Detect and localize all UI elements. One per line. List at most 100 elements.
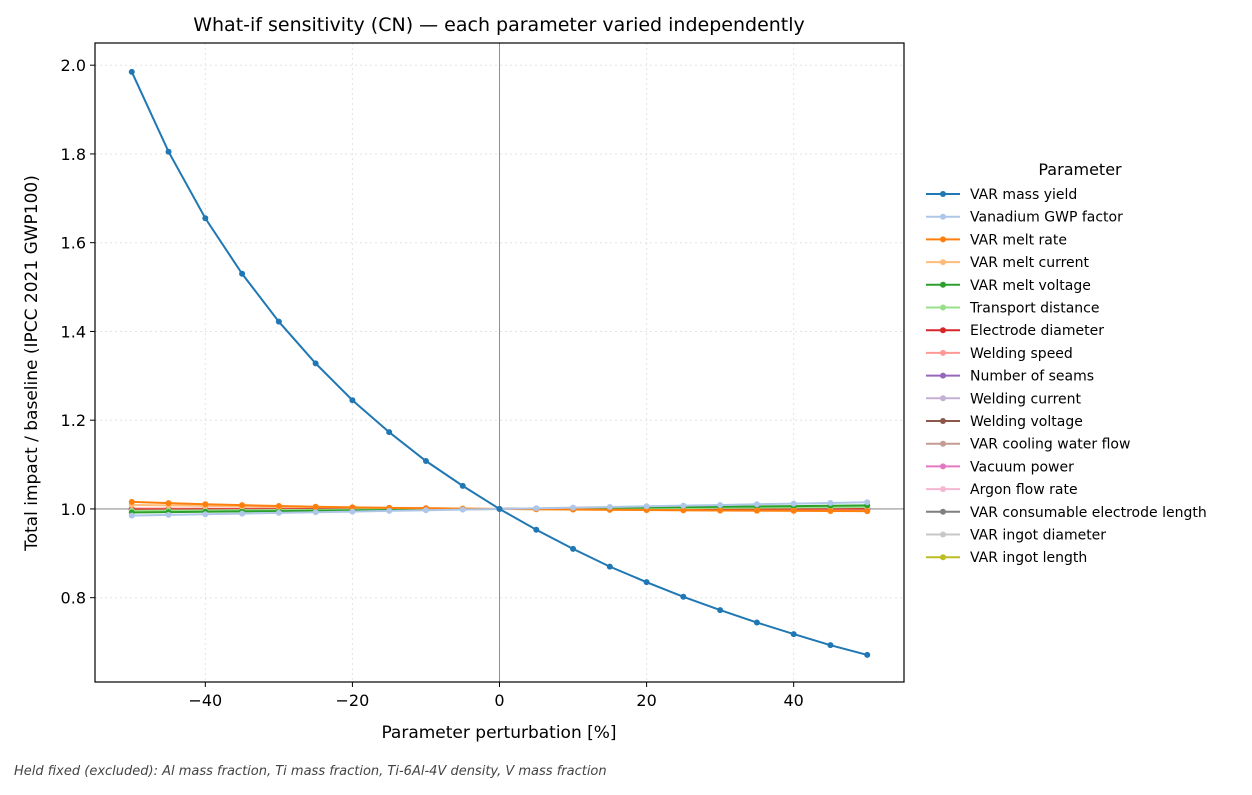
legend-swatch-marker [940,372,946,379]
data-point [643,579,650,586]
legend-label: VAR mass yield [970,187,1077,203]
y-tick-label: 1.0 [61,500,86,519]
legend-item: VAR ingot length [926,550,1087,566]
data-point [680,507,687,514]
legend-swatch-marker [940,327,946,334]
legend-title: Parameter [1038,160,1122,179]
legend-swatch-marker [940,508,946,515]
legend-label: VAR ingot diameter [970,528,1106,544]
chart-title: What-if sensitivity (CN) — each paramete… [193,14,805,36]
data-point [239,270,246,277]
data-point [827,507,834,514]
data-point [202,215,209,222]
data-point [349,508,356,515]
data-point [496,505,503,512]
data-point [459,506,466,513]
legend-label: Electrode diameter [970,323,1104,339]
data-point [128,512,135,519]
legend-label: Welding current [970,391,1082,407]
data-point [827,499,834,506]
legend: Parameter VAR mass yield Vanadium GWP fac… [926,160,1207,566]
x-tick-label: −40 [188,691,222,710]
legend-label: Vacuum power [970,459,1074,475]
legend-swatch-marker [940,213,946,220]
data-point [165,511,172,518]
legend-swatch-marker [940,554,946,561]
legend-item: Electrode diameter [926,323,1104,339]
y-tick-label: 1.8 [61,145,86,164]
y-tick-label: 1.4 [61,322,86,341]
legend-item: Number of seams [926,369,1094,385]
data-point [312,503,319,510]
legend-label: VAR melt rate [970,232,1067,248]
legend-entries: VAR mass yield Vanadium GWP factor VAR mel… [926,187,1207,566]
data-point [864,508,871,515]
legend-item: Vanadium GWP factor [926,210,1123,226]
legend-item: VAR melt current [926,255,1090,271]
legend-item: VAR melt voltage [926,278,1091,294]
data-point [128,68,135,75]
series-lines [128,68,871,658]
y-axis-label: Total impact / baseline (IPCC 2021 GWP10… [22,175,42,552]
legend-item: Welding voltage [926,414,1083,430]
legend-swatch-marker [940,440,946,447]
legend-item: VAR mass yield [926,187,1077,203]
legend-swatch-marker [940,259,946,266]
data-point [239,502,246,509]
legend-label: Welding voltage [970,414,1083,430]
data-point [827,642,834,649]
data-point [349,504,356,511]
data-point [312,360,319,367]
data-point [386,507,393,514]
legend-item: VAR cooling water flow [926,437,1130,453]
legend-item: Welding current [926,391,1082,407]
data-point [165,500,172,507]
legend-label: Welding speed [970,346,1073,362]
legend-swatch-marker [940,463,946,470]
data-point [275,509,282,516]
data-point [753,619,760,626]
data-point [202,511,209,518]
x-tick-label: 20 [636,691,656,710]
x-axis-label: Parameter perturbation [%] [381,723,616,743]
legend-swatch-marker [940,304,946,311]
data-point [790,631,797,638]
legend-swatch-marker [940,418,946,424]
data-point [864,651,871,658]
legend-item: VAR melt rate [926,232,1067,248]
data-point [606,503,613,510]
series-0 [128,68,871,658]
legend-item: Transport distance [926,301,1099,317]
data-point [570,545,577,552]
data-point [680,502,687,509]
y-tick-label: 1.2 [61,411,86,430]
data-point [422,507,429,514]
data-point [717,501,724,508]
legend-swatch-marker [940,486,946,493]
y-axis-ticks: 0.8 1.0 1.2 1.4 1.6 1.8 2.0 [61,56,95,608]
data-point [680,593,687,600]
data-point [606,563,613,570]
legend-label: VAR cooling water flow [970,437,1130,453]
data-point [643,503,650,510]
data-point [239,510,246,517]
legend-label: VAR melt voltage [970,278,1091,294]
data-point [459,482,466,489]
data-point [533,505,540,512]
y-tick-label: 1.6 [61,234,86,253]
x-axis-ticks: −40 −20 0 20 40 [188,682,804,710]
data-point [570,504,577,511]
legend-label: Transport distance [969,301,1099,317]
data-point [717,607,724,614]
legend-swatch-marker [940,191,946,197]
legend-swatch-marker [940,349,946,356]
legend-label: VAR melt current [970,255,1090,271]
footnote: Held fixed (excluded): Al mass fraction,… [14,764,607,779]
data-point [165,148,172,155]
x-tick-label: 0 [494,691,504,710]
legend-label: Argon flow rate [970,482,1078,498]
legend-label: Vanadium GWP factor [970,210,1123,226]
y-tick-label: 0.8 [61,589,86,608]
data-point [422,458,429,465]
x-tick-label: −20 [336,691,370,710]
